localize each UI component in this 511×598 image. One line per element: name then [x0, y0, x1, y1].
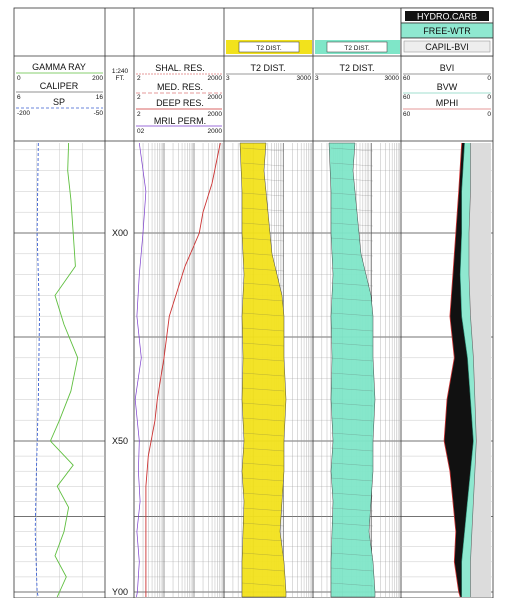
sp-label: SP [53, 97, 65, 107]
caliper-min: 6 [17, 94, 21, 101]
depth-scale-unit: FT. [115, 75, 124, 82]
t2-dist-1-max: 3000 [297, 75, 312, 82]
legend-hydro-carb-label: HYDRO.CARB [417, 12, 477, 22]
med-res-min: 2 [137, 94, 141, 101]
deep-res-curve [145, 142, 221, 597]
gamma-ray-max: 200 [92, 75, 103, 82]
mril-perm-label: MRIL PERM. [154, 116, 206, 126]
bvi-curve [468, 143, 477, 597]
shal-res-max: 2000 [208, 75, 223, 82]
depth-labels: X00 X50 Y00 [112, 228, 128, 597]
med-res-label: MED. RES. [157, 82, 203, 92]
sp-max: -50 [94, 110, 104, 117]
bvw-min: 60 [403, 94, 411, 101]
t2-dist-1-min: 3 [226, 75, 230, 82]
mril-perm-max: 2000 [208, 128, 223, 135]
depth-label: X50 [112, 436, 128, 446]
t2-dist-2-label: T2 DIST. [339, 63, 374, 73]
t2-dist-2-max: 3000 [385, 75, 400, 82]
mril-perm-min: 02 [137, 128, 145, 135]
bvi-min: 60 [403, 75, 411, 82]
free-water-area [460, 143, 477, 597]
sp-curve [34, 142, 40, 598]
t2-distribution-layer [239, 142, 376, 598]
volumetric-layer [444, 143, 491, 597]
gamma-ray-curve [49, 142, 79, 598]
legend-header: HYDRO.CARB FREE-WTR CAPIL-BVI T2 DIST. T… [226, 7, 494, 57]
shal-res-label: SHAL. RES. [155, 63, 205, 73]
legend-t2-cyan-label: T2 DIST. [344, 45, 369, 52]
legend-t2-yellow-label: T2 DIST. [256, 45, 281, 52]
legend-capil-bvi-label: CAPIL-BVI [425, 42, 469, 52]
curve-layer [34, 142, 477, 598]
bvi-label: BVI [440, 63, 455, 73]
depth-label: Y00 [112, 587, 128, 597]
mphi-curve [443, 142, 463, 598]
deep-res-max: 2000 [208, 111, 223, 118]
depth-label: X00 [112, 228, 128, 238]
caliper-max: 16 [96, 94, 104, 101]
deep-res-label: DEEP RES. [156, 98, 204, 108]
t2-cyan-distribution [328, 142, 376, 598]
t2-dist-2-min: 3 [315, 75, 319, 82]
bvi-max: 0 [487, 75, 491, 82]
t2-dist-1-label: T2 DIST. [250, 63, 285, 73]
gamma-ray-min: 0 [17, 75, 21, 82]
bvw-max: 0 [487, 94, 491, 101]
t2-yellow-distribution [239, 142, 287, 598]
curve-headers: GAMMA RAY 0 200 CALIPER 6 16 SP -200 -50… [16, 62, 491, 135]
deep-res-min: 2 [137, 111, 141, 118]
mphi-label: MPHI [436, 98, 459, 108]
med-res-max: 2000 [208, 94, 223, 101]
shal-res-min: 2 [137, 75, 141, 82]
caliper-label: CALIPER [40, 81, 79, 91]
legend-capil-bvi-swatch [403, 40, 491, 53]
gamma-ray-label: GAMMA RAY [32, 62, 86, 72]
bvw-label: BVW [437, 82, 458, 92]
sp-min: -200 [17, 110, 30, 117]
mril-perm-curve [134, 142, 147, 598]
depth-scale-ratio: 1:240 [112, 68, 129, 75]
legend-free-wtr-label: FREE-WTR [423, 26, 471, 36]
mphi-min: 60 [403, 111, 411, 118]
bvw-curve [459, 142, 474, 597]
mphi-max: 0 [487, 111, 491, 118]
